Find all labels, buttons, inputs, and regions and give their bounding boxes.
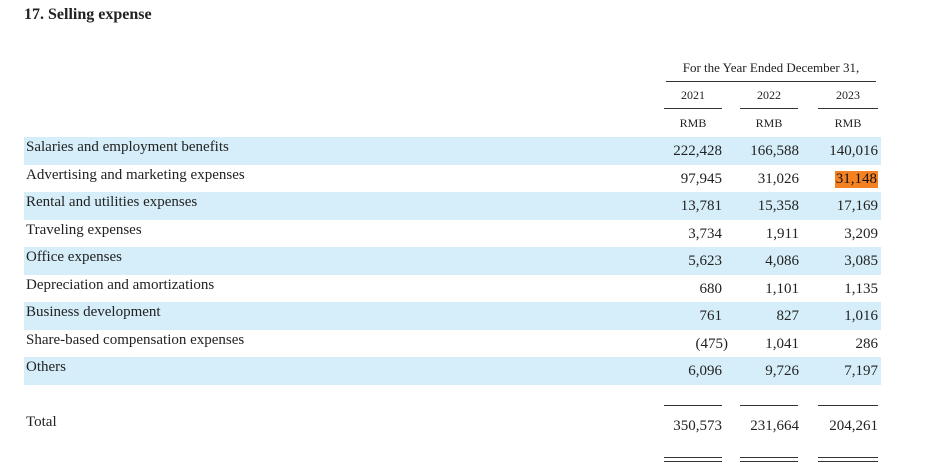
value-2023: 286 — [855, 335, 879, 352]
year-header-2021: 2021 — [664, 88, 722, 109]
value-2022: 166,588 — [750, 143, 799, 159]
value-2022: 4,086 — [765, 253, 799, 269]
table-row: Traveling expenses 3,734 1,911 3,209 — [24, 220, 881, 248]
value-2022: 9,726 — [765, 363, 799, 379]
table-row: Business development 761 827 1,016 — [24, 302, 881, 330]
expense-table: Salaries and employment benefits 222,428… — [24, 137, 881, 385]
row-label: Office expenses — [26, 249, 122, 265]
section-title: 17. Selling expense — [24, 6, 152, 23]
value-2023: 17,169 — [836, 198, 878, 214]
total-value-2021: 350,573 — [673, 418, 722, 434]
row-label: Salaries and employment benefits — [26, 139, 229, 155]
table-row: Others 6,096 9,726 7,197 — [24, 357, 881, 385]
value-2022: 827 — [776, 308, 800, 324]
value-2023: 1,135 — [844, 280, 878, 297]
value-2022: 1,101 — [765, 280, 799, 297]
total-row: Total 350,573 231,664 204,261 — [24, 414, 881, 438]
row-label: Others — [26, 359, 66, 375]
unit-header-2021: RMB — [679, 116, 707, 130]
subtotal-rule-2021 — [664, 405, 722, 406]
table-row: Salaries and employment benefits 222,428… — [24, 137, 881, 165]
value-2021: 13,781 — [680, 198, 722, 214]
row-label: Rental and utilities expenses — [26, 194, 198, 210]
value-2021: 5,623 — [688, 253, 722, 269]
value-2023: 3,209 — [844, 225, 878, 242]
value-2023: 140,016 — [829, 143, 878, 159]
total-double-rule-2023 — [818, 457, 878, 462]
value-2022: 1,911 — [765, 225, 799, 242]
value-2021: 761 — [699, 308, 723, 324]
table-row: Depreciation and amortizations 680 1,101… — [24, 275, 881, 303]
value-2023: 3,085 — [844, 253, 878, 269]
row-label: Depreciation and amortizations — [26, 276, 215, 293]
unit-header-2023: RMB — [834, 116, 862, 130]
value-2023: 7,197 — [844, 363, 878, 379]
row-label: Traveling expenses — [26, 221, 142, 238]
total-label: Total — [26, 414, 57, 430]
table-row: Rental and utilities expenses 13,781 15,… — [24, 192, 881, 220]
row-label: Business development — [26, 304, 161, 320]
subtotal-rule-2023 — [818, 405, 878, 406]
value-2021: 680 — [699, 280, 723, 297]
value-2022: 31,026 — [757, 170, 799, 187]
value-2022: 1,041 — [765, 335, 799, 352]
table-row: Advertising and marketing expenses 97,94… — [24, 165, 881, 193]
total-double-rule-2022 — [740, 457, 798, 462]
row-label: Share-based compensation expenses — [26, 331, 245, 348]
value-2021: 3,734 — [688, 225, 722, 242]
total-double-rule-2021 — [664, 457, 722, 462]
value-2021: (475) — [695, 335, 729, 352]
value-2023-highlighted: 31,148 — [834, 170, 878, 188]
total-value-2022: 231,664 — [750, 418, 799, 434]
table-row: Office expenses 5,623 4,086 3,085 — [24, 247, 881, 275]
year-header-2022: 2022 — [740, 88, 798, 109]
value-2021: 6,096 — [688, 363, 722, 379]
value-2023: 1,016 — [844, 308, 878, 324]
value-2021: 222,428 — [673, 143, 722, 159]
period-header: For the Year Ended December 31, — [666, 60, 876, 82]
year-header-2023: 2023 — [818, 88, 878, 109]
row-label: Advertising and marketing expenses — [26, 166, 245, 183]
table-row: Share-based compensation expenses (475) … — [24, 330, 881, 358]
unit-header-2022: RMB — [755, 116, 783, 130]
value-2021: 97,945 — [680, 170, 722, 187]
subtotal-rule-2022 — [740, 405, 798, 406]
value-2022: 15,358 — [757, 198, 799, 214]
total-value-2023: 204,261 — [829, 418, 878, 434]
